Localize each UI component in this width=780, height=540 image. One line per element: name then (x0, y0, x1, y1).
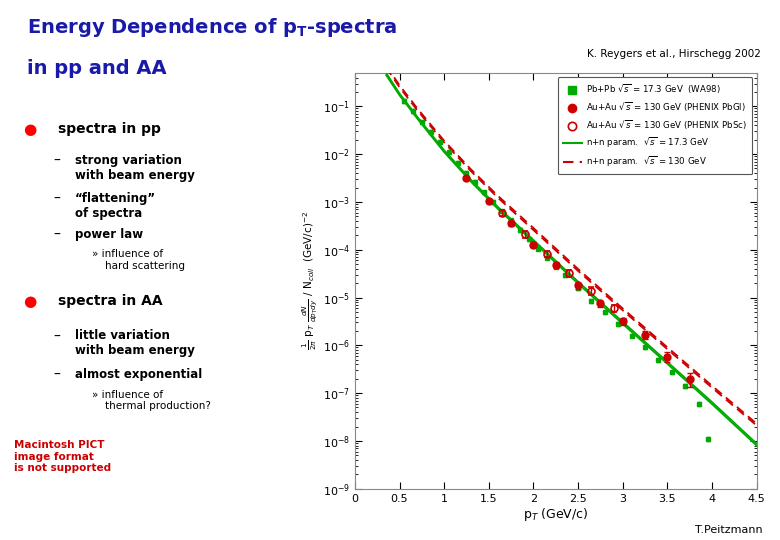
Text: T.Peitzmann: T.Peitzmann (695, 524, 763, 535)
Text: –: – (53, 192, 60, 206)
Text: K. Reygers et al., Hirschegg 2002: K. Reygers et al., Hirschegg 2002 (587, 49, 760, 59)
Text: –: – (53, 154, 60, 168)
Text: ●: ● (23, 294, 37, 309)
Legend: Pb+Pb $\sqrt{s}$ = 17.3 GeV  (WA98), Au+Au $\sqrt{s}$ = 130 GeV (PHENIX PbGl), A: Pb+Pb $\sqrt{s}$ = 17.3 GeV (WA98), Au+A… (558, 77, 752, 174)
Text: –: – (53, 368, 60, 382)
Text: » influence of
    thermal production?: » influence of thermal production? (92, 390, 211, 411)
Text: –: – (53, 329, 60, 343)
Y-axis label: $\frac{1}{2\pi}$ p$_T$ $\frac{dN}{dp_T dy}$ / N$_{coll}$  (GeV/c)$^{-2}$: $\frac{1}{2\pi}$ p$_T$ $\frac{dN}{dp_T d… (300, 211, 320, 350)
Text: in pp and AA: in pp and AA (27, 59, 167, 78)
X-axis label: p$_T$ (GeV/c): p$_T$ (GeV/c) (523, 507, 588, 523)
Text: spectra in AA: spectra in AA (58, 294, 163, 308)
Text: » influence of
    hard scattering: » influence of hard scattering (92, 249, 185, 271)
Text: almost exponential: almost exponential (75, 368, 202, 381)
Text: Macintosh PICT
image format
is not supported: Macintosh PICT image format is not suppo… (14, 440, 112, 473)
Text: ●: ● (23, 122, 37, 137)
Text: strong variation
with beam energy: strong variation with beam energy (75, 154, 195, 182)
Text: power law: power law (75, 228, 143, 241)
Text: little variation
with beam energy: little variation with beam energy (75, 329, 195, 357)
Text: “flattening”
of spectra: “flattening” of spectra (75, 192, 156, 220)
Text: Energy Dependence of p$_\mathregular{T}$-spectra: Energy Dependence of p$_\mathregular{T}$… (27, 16, 398, 39)
Text: spectra in pp: spectra in pp (58, 122, 161, 136)
Text: –: – (53, 228, 60, 242)
